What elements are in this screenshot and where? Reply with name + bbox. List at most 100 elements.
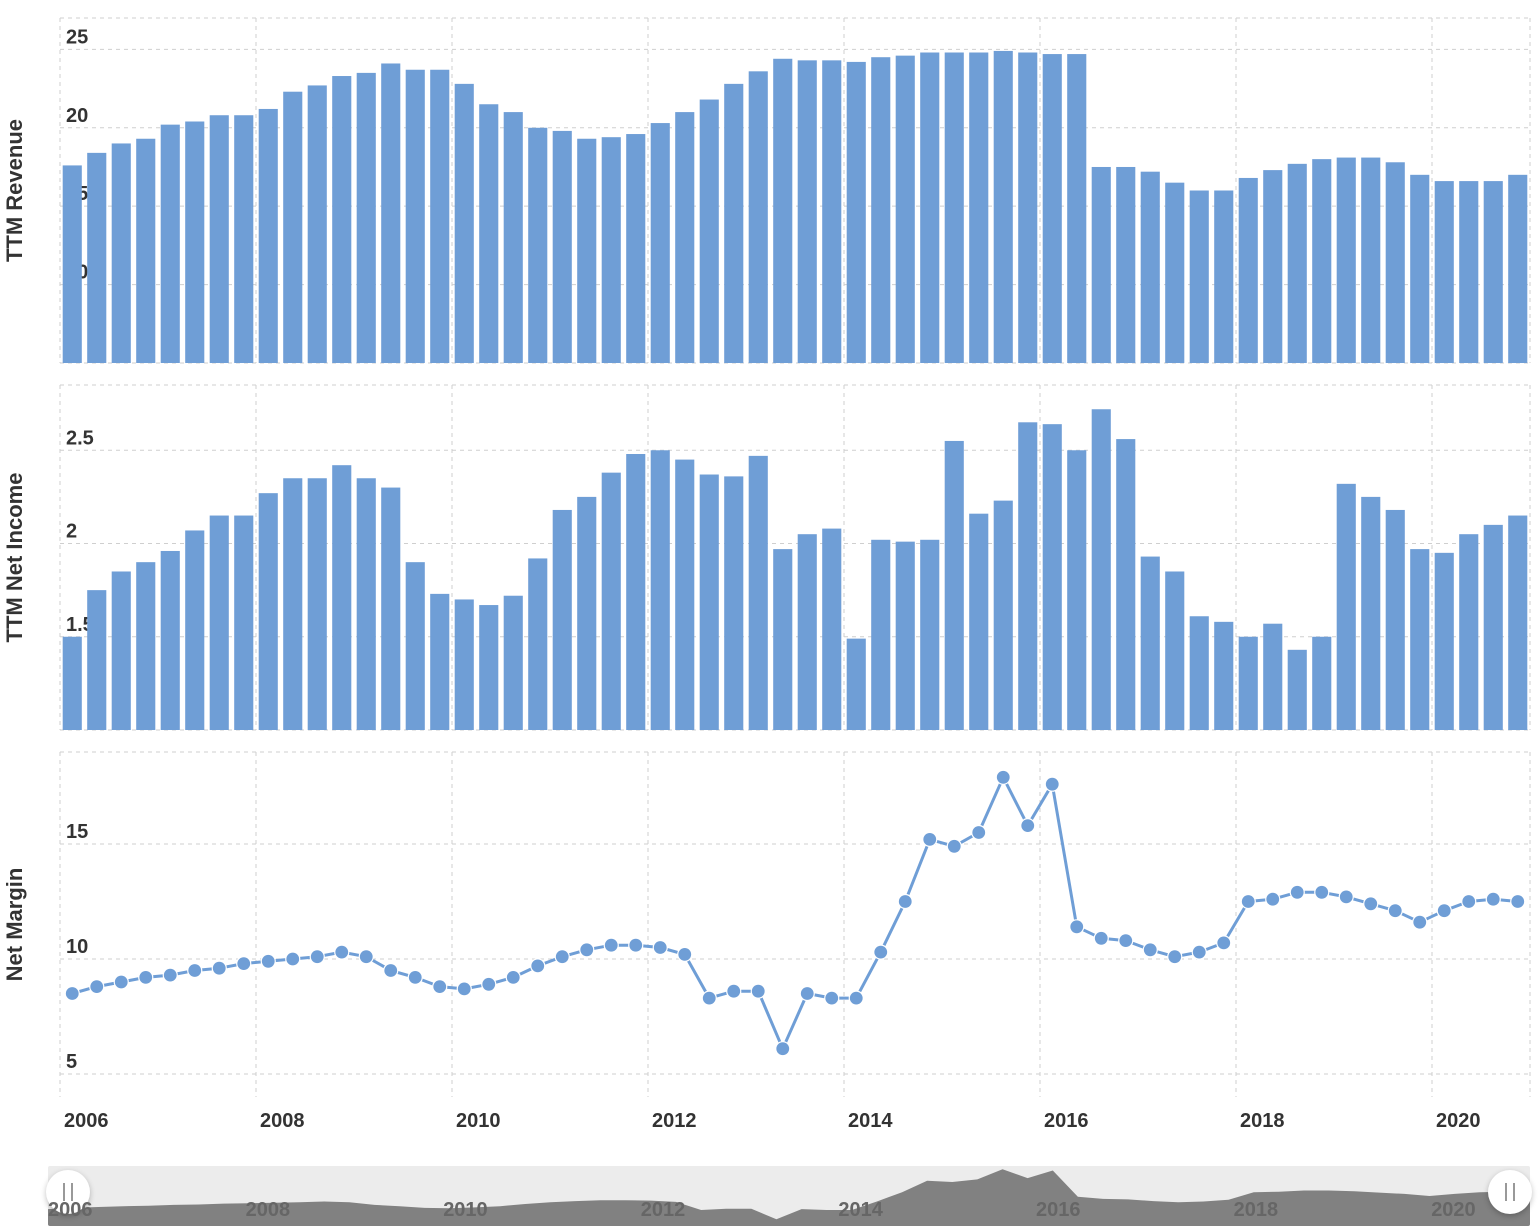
ttm_net_income-bar[interactable] — [553, 510, 572, 730]
ttm_net_income-bar[interactable] — [945, 441, 964, 730]
ttm_revenue-bar[interactable] — [381, 63, 400, 363]
ttm_revenue-bar[interactable] — [1484, 181, 1503, 363]
net_margin-point[interactable] — [261, 954, 275, 968]
net_margin-point[interactable] — [482, 977, 496, 991]
ttm_net_income-bar[interactable] — [1508, 516, 1527, 730]
ttm_revenue-bar[interactable] — [1018, 53, 1037, 364]
ttm_net_income-bar[interactable] — [136, 562, 155, 730]
ttm_revenue-bar[interactable] — [553, 131, 572, 363]
ttm_net_income-bar[interactable] — [626, 454, 645, 730]
ttm_net_income-bar[interactable] — [1116, 439, 1135, 730]
net_margin-point[interactable] — [1217, 936, 1231, 950]
ttm_net_income-bar[interactable] — [210, 516, 229, 730]
net_margin-point[interactable] — [114, 975, 128, 989]
ttm_revenue-bar[interactable] — [945, 53, 964, 364]
ttm_revenue-bar[interactable] — [1165, 183, 1184, 363]
net_margin-point[interactable] — [408, 970, 422, 984]
ttm_net_income-bar[interactable] — [112, 571, 131, 730]
ttm_revenue-bar[interactable] — [185, 122, 204, 364]
ttm_revenue-bar[interactable] — [1141, 172, 1160, 363]
ttm_net_income-bar[interactable] — [406, 562, 425, 730]
ttm_revenue-bar[interactable] — [136, 139, 155, 363]
net_margin-point[interactable] — [1437, 904, 1451, 918]
range-handle-right[interactable] — [1488, 1170, 1532, 1214]
net_margin-point[interactable] — [384, 964, 398, 978]
ttm_revenue-bar[interactable] — [210, 115, 229, 363]
net_margin-point[interactable] — [555, 950, 569, 964]
ttm_net_income-bar[interactable] — [700, 475, 719, 730]
ttm_net_income-bar[interactable] — [1263, 624, 1282, 730]
ttm_revenue-bar[interactable] — [822, 60, 841, 363]
ttm_revenue-bar[interactable] — [1312, 159, 1331, 363]
net_margin-point[interactable] — [580, 943, 594, 957]
net_margin-point[interactable] — [751, 984, 765, 998]
ttm_net_income-bar[interactable] — [1337, 484, 1356, 730]
ttm_net_income-bar[interactable] — [920, 540, 939, 730]
ttm_revenue-bar[interactable] — [1190, 191, 1209, 364]
ttm_net_income-bar[interactable] — [847, 639, 866, 730]
net_margin-point[interactable] — [433, 980, 447, 994]
net_margin-point[interactable] — [65, 987, 79, 1001]
ttm_net_income-bar[interactable] — [308, 478, 327, 730]
net_margin-point[interactable] — [1094, 931, 1108, 945]
ttm_net_income-bar[interactable] — [724, 476, 743, 730]
ttm_net_income-bar[interactable] — [896, 542, 915, 730]
ttm_net_income-bar[interactable] — [749, 456, 768, 730]
ttm_revenue-bar[interactable] — [1386, 162, 1405, 363]
ttm_revenue-bar[interactable] — [1116, 167, 1135, 363]
ttm_revenue-bar[interactable] — [798, 60, 817, 363]
ttm_revenue-bar[interactable] — [700, 100, 719, 363]
net_margin-point[interactable] — [898, 895, 912, 909]
ttm_revenue-bar[interactable] — [1092, 167, 1111, 363]
ttm_net_income-bar[interactable] — [1386, 510, 1405, 730]
ttm_net_income-bar[interactable] — [504, 596, 523, 730]
range-slider[interactable]: 20062008201020122014201620182020 — [48, 1166, 1530, 1226]
net_margin-point[interactable] — [1168, 950, 1182, 964]
ttm_revenue-bar[interactable] — [773, 59, 792, 363]
net_margin-point[interactable] — [457, 982, 471, 996]
net_margin-point[interactable] — [702, 991, 716, 1005]
ttm_net_income-bar[interactable] — [798, 534, 817, 730]
ttm_net_income-bar[interactable] — [651, 450, 670, 730]
ttm_net_income-bar[interactable] — [969, 514, 988, 730]
ttm_net_income-bar[interactable] — [1043, 424, 1062, 730]
net_margin-point[interactable] — [163, 968, 177, 982]
ttm_net_income-bar[interactable] — [185, 530, 204, 730]
ttm_net_income-bar[interactable] — [1141, 557, 1160, 730]
ttm_revenue-bar[interactable] — [112, 143, 131, 363]
net_margin-point[interactable] — [727, 984, 741, 998]
ttm_revenue-bar[interactable] — [504, 112, 523, 363]
ttm_revenue-bar[interactable] — [749, 71, 768, 363]
net_margin-point[interactable] — [800, 987, 814, 1001]
net_margin-point[interactable] — [1290, 885, 1304, 899]
net_margin-point[interactable] — [947, 839, 961, 853]
ttm_revenue-bar[interactable] — [847, 62, 866, 363]
net_margin-point[interactable] — [188, 964, 202, 978]
ttm_net_income-bar[interactable] — [87, 590, 106, 730]
ttm_net_income-bar[interactable] — [1165, 571, 1184, 730]
ttm_revenue-bar[interactable] — [896, 56, 915, 363]
net_margin-point[interactable] — [1462, 895, 1476, 909]
net_margin-point[interactable] — [1119, 934, 1133, 948]
net_margin-point[interactable] — [139, 970, 153, 984]
ttm_net_income-bar[interactable] — [871, 540, 890, 730]
ttm_net_income-bar[interactable] — [381, 488, 400, 730]
net_margin-point[interactable] — [874, 945, 888, 959]
net_margin-point[interactable] — [1315, 885, 1329, 899]
net_margin-point[interactable] — [972, 826, 986, 840]
net_margin-point[interactable] — [359, 950, 373, 964]
ttm_revenue-bar[interactable] — [1263, 170, 1282, 363]
ttm_net_income-bar[interactable] — [283, 478, 302, 730]
ttm_revenue-bar[interactable] — [994, 51, 1013, 363]
ttm_net_income-bar[interactable] — [577, 497, 596, 730]
ttm_revenue-bar[interactable] — [1337, 158, 1356, 363]
net_margin-point[interactable] — [1070, 920, 1084, 934]
ttm_net_income-bar[interactable] — [1018, 422, 1037, 730]
ttm_net_income-bar[interactable] — [675, 460, 694, 730]
net_margin-point[interactable] — [237, 957, 251, 971]
net_margin-point[interactable] — [1045, 777, 1059, 791]
ttm_revenue-bar[interactable] — [1410, 175, 1429, 363]
ttm_revenue-bar[interactable] — [308, 85, 327, 363]
net_margin-point[interactable] — [1266, 892, 1280, 906]
ttm_revenue-bar[interactable] — [63, 165, 82, 363]
